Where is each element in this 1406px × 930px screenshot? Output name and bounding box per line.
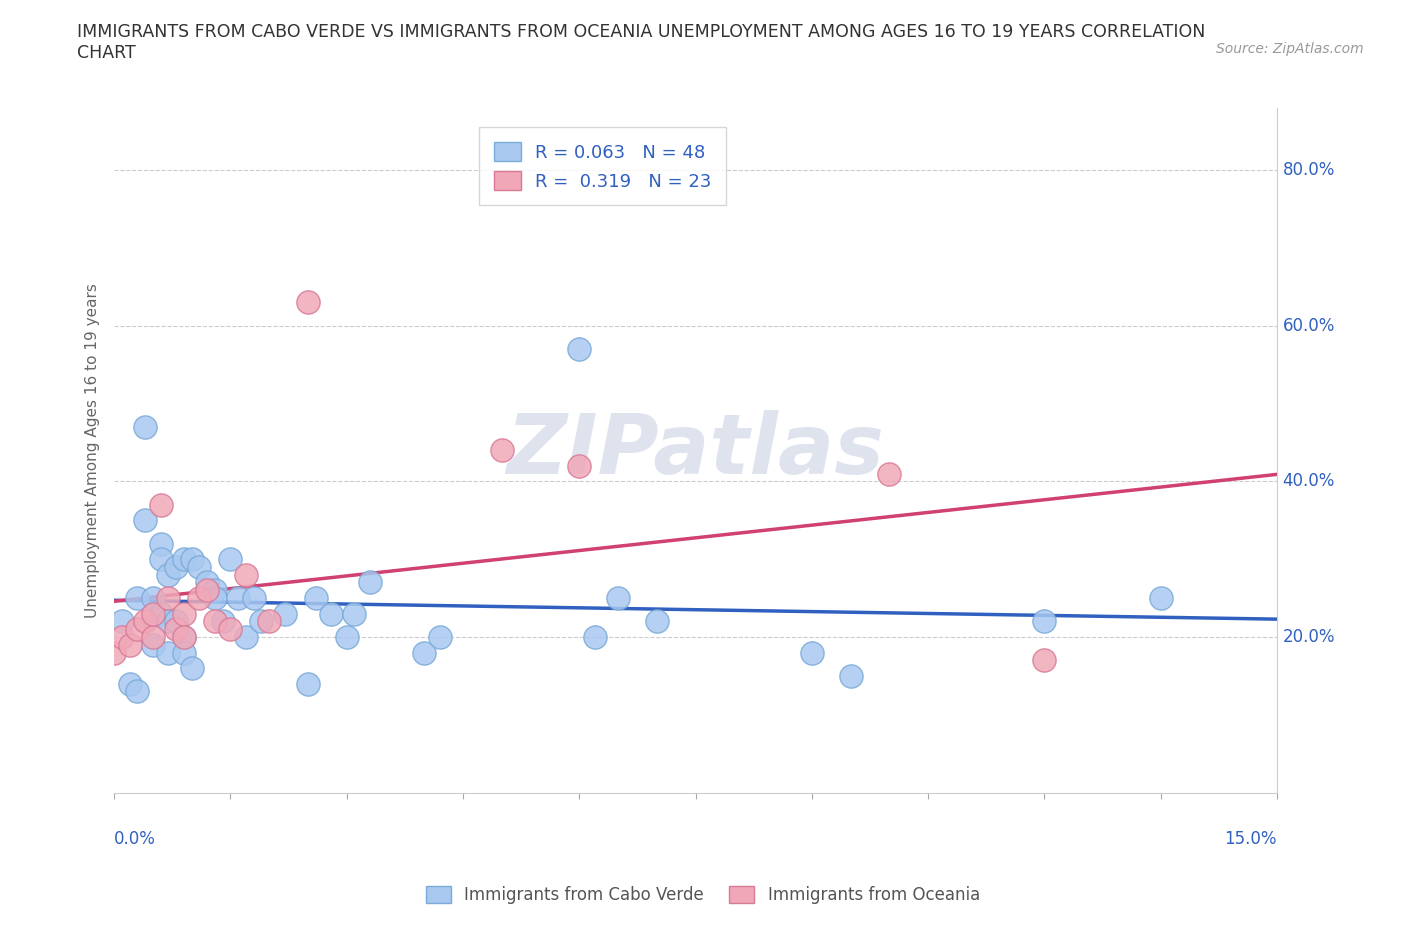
Text: 60.0%: 60.0%	[1282, 317, 1336, 335]
Y-axis label: Unemployment Among Ages 16 to 19 years: Unemployment Among Ages 16 to 19 years	[86, 283, 100, 618]
Point	[180, 660, 202, 675]
Point	[127, 622, 149, 637]
Point	[1033, 614, 1056, 629]
Point	[165, 560, 187, 575]
Point	[204, 614, 226, 629]
Point	[127, 684, 149, 698]
Point	[321, 606, 343, 621]
Point	[839, 669, 862, 684]
Point	[195, 575, 218, 590]
Point	[219, 622, 242, 637]
Point	[343, 606, 366, 621]
Point	[157, 645, 180, 660]
Point	[273, 606, 295, 621]
Point	[188, 591, 211, 605]
Point	[134, 512, 156, 527]
Point	[242, 591, 264, 605]
Point	[165, 622, 187, 637]
Point	[195, 583, 218, 598]
Point	[336, 630, 359, 644]
Point	[165, 614, 187, 629]
Point	[877, 466, 900, 481]
Point	[149, 537, 172, 551]
Point	[142, 630, 165, 644]
Point	[157, 591, 180, 605]
Point	[297, 676, 319, 691]
Point	[118, 637, 141, 652]
Text: IMMIGRANTS FROM CABO VERDE VS IMMIGRANTS FROM OCEANIA UNEMPLOYMENT AMONG AGES 16: IMMIGRANTS FROM CABO VERDE VS IMMIGRANTS…	[77, 23, 1206, 41]
Point	[568, 458, 591, 473]
Point	[142, 637, 165, 652]
Text: 0.0%: 0.0%	[114, 830, 156, 848]
Point	[111, 630, 134, 644]
Text: 20.0%: 20.0%	[1282, 628, 1336, 646]
Text: ZIPatlas: ZIPatlas	[506, 410, 884, 491]
Point	[134, 614, 156, 629]
Point	[204, 591, 226, 605]
Point	[173, 551, 195, 566]
Point	[429, 630, 451, 644]
Point	[607, 591, 630, 605]
Point	[149, 606, 172, 621]
Point	[188, 560, 211, 575]
Point	[157, 614, 180, 629]
Text: Source: ZipAtlas.com: Source: ZipAtlas.com	[1216, 42, 1364, 56]
Point	[235, 567, 257, 582]
Point	[118, 676, 141, 691]
Point	[149, 498, 172, 512]
Point	[142, 606, 165, 621]
Legend: R = 0.063   N = 48, R =  0.319   N = 23: R = 0.063 N = 48, R = 0.319 N = 23	[479, 127, 725, 205]
Point	[173, 645, 195, 660]
Point	[568, 341, 591, 356]
Point	[103, 645, 125, 660]
Point	[583, 630, 606, 644]
Point	[111, 614, 134, 629]
Text: CHART: CHART	[77, 44, 136, 61]
Point	[142, 591, 165, 605]
Point	[359, 575, 381, 590]
Point	[250, 614, 273, 629]
Point	[257, 614, 280, 629]
Text: 80.0%: 80.0%	[1282, 161, 1336, 179]
Point	[305, 591, 328, 605]
Point	[127, 591, 149, 605]
Text: 15.0%: 15.0%	[1225, 830, 1277, 848]
Point	[204, 583, 226, 598]
Point	[297, 295, 319, 310]
Point	[157, 567, 180, 582]
Point	[491, 443, 513, 458]
Point	[1149, 591, 1171, 605]
Point	[173, 606, 195, 621]
Point	[1033, 653, 1056, 668]
Text: 40.0%: 40.0%	[1282, 472, 1336, 490]
Point	[173, 630, 195, 644]
Point	[180, 551, 202, 566]
Point	[219, 551, 242, 566]
Point	[800, 645, 823, 660]
Legend: Immigrants from Cabo Verde, Immigrants from Oceania: Immigrants from Cabo Verde, Immigrants f…	[419, 879, 987, 910]
Point	[226, 591, 249, 605]
Point	[413, 645, 436, 660]
Point	[173, 630, 195, 644]
Point	[134, 419, 156, 434]
Point	[645, 614, 668, 629]
Point	[149, 551, 172, 566]
Point	[211, 614, 233, 629]
Point	[235, 630, 257, 644]
